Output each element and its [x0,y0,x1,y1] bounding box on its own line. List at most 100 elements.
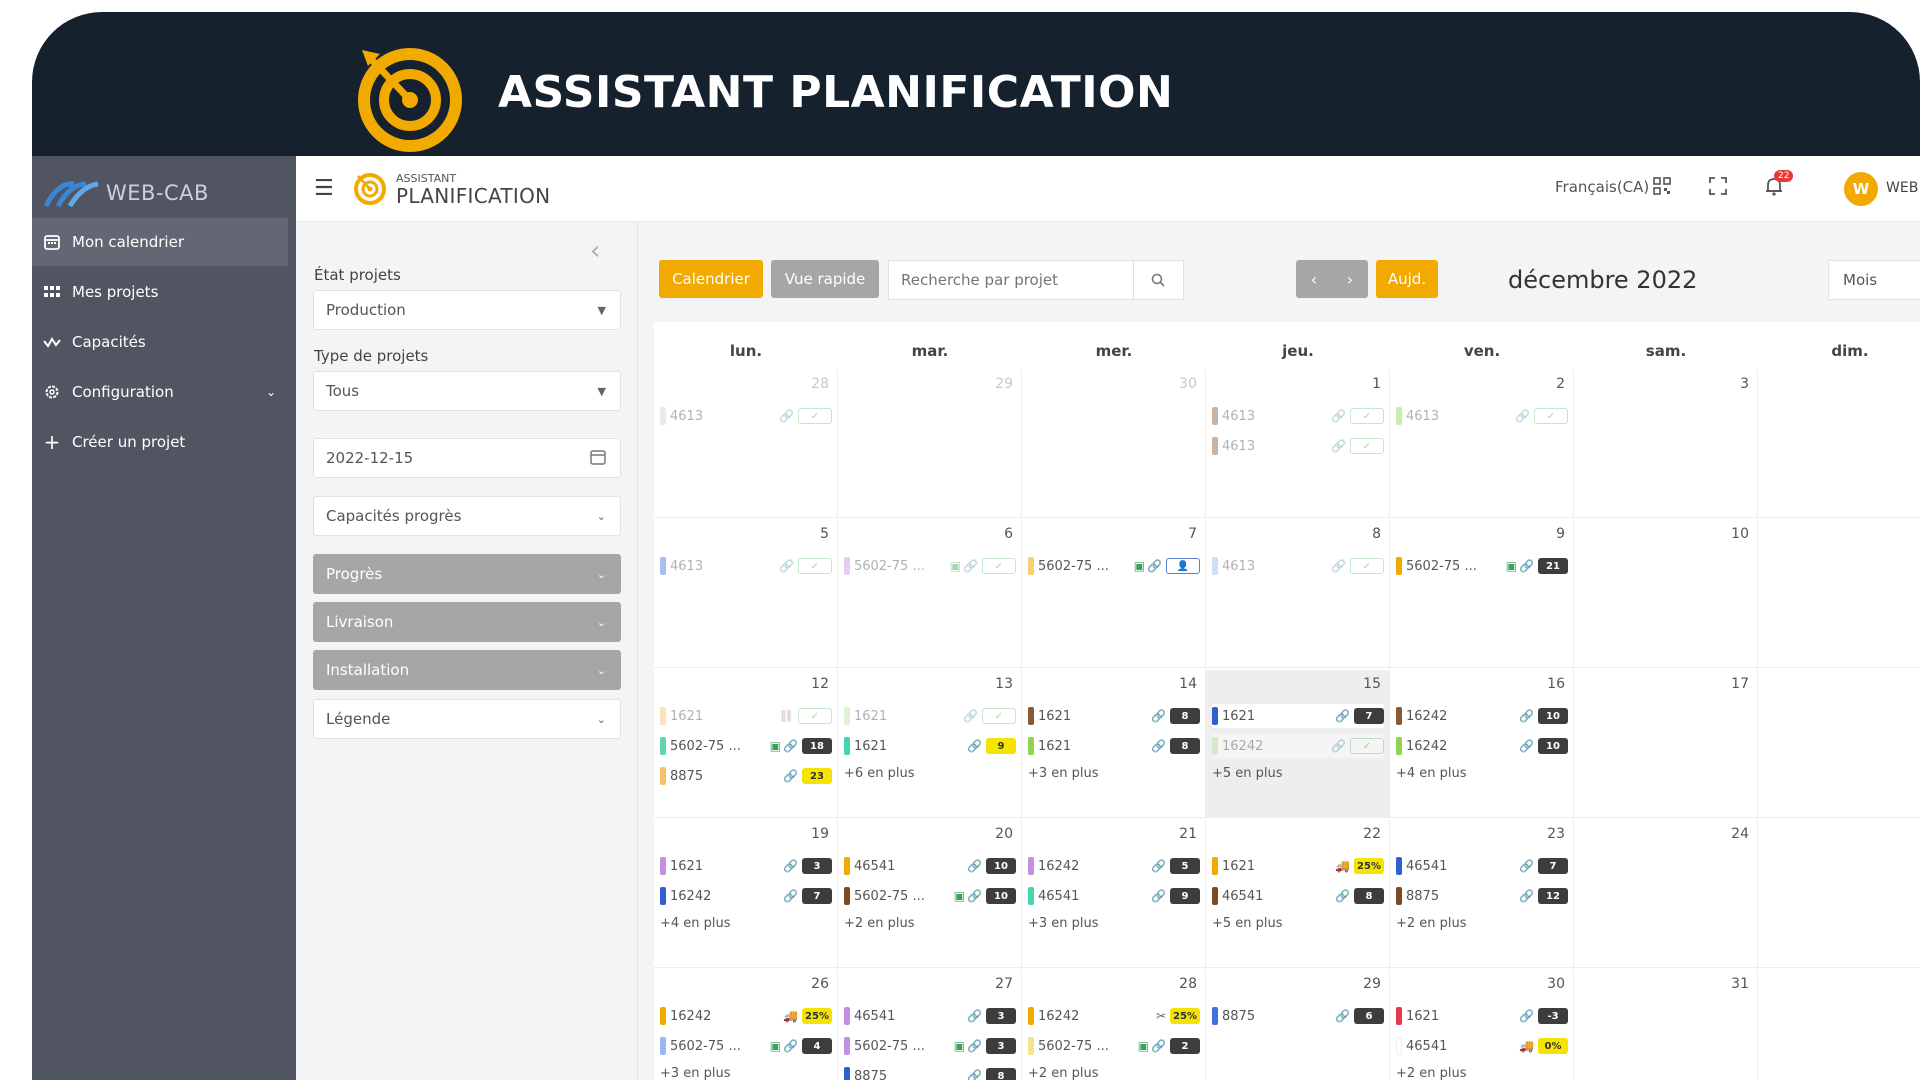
installation-accordion[interactable]: Installation ⌄ [313,650,621,690]
calendar-event[interactable]: 5602-75 ... ▣ 🔗 3 [844,1034,1016,1058]
calendar-event[interactable]: 4613 🔗 ✓ [660,404,832,428]
calendar-event[interactable]: 5602-75 ... ▣ 🔗 18 [660,734,832,758]
view-select[interactable]: Mois [1828,260,1920,300]
day-cell[interactable]: 19 1621 🔗 3 16242 🔗 7 +4 en plus [654,820,838,968]
calendar-event[interactable]: 5602-75 ... ▣ 🔗 2 [1028,1034,1200,1058]
calendar-event[interactable]: 46541 🔗 9 [1028,884,1200,908]
calendar-event[interactable]: 46541 🔗 10 [844,854,1016,878]
chevron-left-icon[interactable]: ‹ [1296,260,1332,298]
capacites-progres-select[interactable]: Capacités progrès ⌄ [313,496,621,536]
day-cell[interactable]: 6 5602-75 ... ▣ 🔗 ✓ [838,520,1022,668]
calendar-icon[interactable] [590,449,606,468]
calendar-event[interactable]: 4613 🔗 ✓ [660,554,832,578]
sidebar-item-calendar[interactable]: Mon calendrier [32,218,288,266]
sidebar-item-create-project[interactable]: + Créer un projet [32,418,288,466]
legende-select[interactable]: Légende ⌄ [313,699,621,739]
calendar-event[interactable]: 16242 🔗 10 [1396,704,1568,728]
day-cell[interactable]: 24 [1574,820,1758,968]
user-name[interactable]: WEB [1886,180,1919,196]
day-cell[interactable]: 22 1621 🚚 25% 46541 🔗 8 +5 en plus [1206,820,1390,968]
calendar-event[interactable]: 1621 🔗 8 [1028,734,1200,758]
calendar-event[interactable]: 4613 🔗 ✓ [1212,404,1384,428]
day-cell[interactable]: 9 5602-75 ... ▣ 🔗 21 [1390,520,1574,668]
more-events-link[interactable]: +3 en plus [1028,916,1099,931]
calendar-event[interactable]: 1621 🔗 ✓ [844,704,1016,728]
livraison-accordion[interactable]: Livraison ⌄ [313,602,621,642]
calendar-event[interactable]: 16242 🔗 10 [1396,734,1568,758]
day-cell[interactable]: 29 [838,370,1022,518]
calendar-event[interactable]: 8875 🔗 12 [1396,884,1568,908]
day-cell[interactable] [1758,970,1920,1080]
calendar-event[interactable]: 5602-75 ... ▣ 🔗 10 [844,884,1016,908]
day-cell[interactable]: 20 46541 🔗 10 5602-75 ... ▣ 🔗 10 +2 en plus [838,820,1022,968]
day-cell[interactable] [1758,670,1920,818]
day-cell[interactable]: 8 4613 🔗 ✓ [1206,520,1390,668]
calendar-view-button[interactable]: Calendrier [659,260,763,298]
calendar-event[interactable]: 1621 🔗 9 [844,734,1016,758]
day-cell[interactable]: 30 1621 🔗 -3 46541 🚚 0% +2 en plus [1390,970,1574,1080]
day-cell[interactable] [1758,520,1920,668]
chevron-left-icon[interactable]: ‹ [590,236,601,266]
calendar-event[interactable]: 5602-75 ... ▣ 🔗 👤 [1028,554,1200,578]
calendar-event[interactable]: 5602-75 ... ▣ 🔗 ✓ [844,554,1016,578]
more-events-link[interactable]: +2 en plus [1396,916,1467,931]
day-cell[interactable]: 17 [1574,670,1758,818]
day-cell[interactable]: 28 4613 🔗 ✓ [654,370,838,518]
sidebar-item-configuration[interactable]: Configuration ⌄ [32,368,288,416]
calendar-event[interactable]: 1621 🔗 3 [660,854,832,878]
more-events-link[interactable]: +6 en plus [844,766,915,781]
more-events-link[interactable]: +3 en plus [660,1066,731,1080]
more-events-link[interactable]: +5 en plus [1212,766,1283,781]
calendar-event[interactable]: 46541 🔗 8 [1212,884,1384,908]
calendar-event[interactable]: 16242 🔗 5 [1028,854,1200,878]
sidebar-item-projects[interactable]: Mes projets [32,268,288,316]
avatar[interactable]: W [1844,172,1878,206]
sidebar-item-capacities[interactable]: Capacités [32,318,288,366]
day-cell[interactable]: 13 1621 🔗 ✓ 1621 🔗 9 +6 en plus [838,670,1022,818]
calendar-event[interactable]: 46541 🚚 0% [1396,1034,1568,1058]
day-cell[interactable]: 29 8875 🔗 6 [1206,970,1390,1080]
calendar-event[interactable]: 16242 🔗 ✓ [1212,734,1384,758]
day-cell[interactable] [1758,820,1920,968]
calendar-event[interactable]: 1621 🔗 8 [1028,704,1200,728]
today-button[interactable]: Aujd. [1376,260,1438,298]
day-cell[interactable] [1758,370,1920,518]
calendar-event[interactable]: 8875 🔗 6 [1212,1004,1384,1028]
calendar-event[interactable]: 16242 🔗 7 [660,884,832,908]
day-cell[interactable]: 28 16242 ✂ 25% 5602-75 ... ▣ 🔗 2 +2 en plus [1022,970,1206,1080]
etat-projets-select[interactable]: Production ▼ [313,290,621,330]
day-cell[interactable]: 16 16242 🔗 10 16242 🔗 10 +4 en plus [1390,670,1574,818]
more-events-link[interactable]: +4 en plus [1396,766,1467,781]
more-events-link[interactable]: +4 en plus [660,916,731,931]
quick-view-button[interactable]: Vue rapide [771,260,879,298]
search-input[interactable] [889,262,1133,298]
day-cell[interactable]: 31 [1574,970,1758,1080]
calendar-event[interactable]: 4613 🔗 ✓ [1212,554,1384,578]
day-cell[interactable]: 21 16242 🔗 5 46541 🔗 9 +3 en plus [1022,820,1206,968]
day-cell[interactable]: 3 [1574,370,1758,518]
calendar-event[interactable]: 4613 🔗 ✓ [1212,434,1384,458]
progres-accordion[interactable]: Progrès ⌄ [313,554,621,594]
day-cell[interactable]: 23 46541 🔗 7 8875 🔗 12 +2 en plus [1390,820,1574,968]
more-events-link[interactable]: +5 en plus [1212,916,1283,931]
qr-code-icon[interactable] [1650,174,1674,198]
calendar-event[interactable]: 1621 🔗 7 [1212,704,1384,728]
day-cell[interactable]: 2 4613 🔗 ✓ [1390,370,1574,518]
calendar-event[interactable]: 16242 ✂ 25% [1028,1004,1200,1028]
calendar-event[interactable]: 5602-75 ... ▣ 🔗 4 [660,1034,832,1058]
calendar-event[interactable]: 46541 🔗 3 [844,1004,1016,1028]
day-cell[interactable]: 7 5602-75 ... ▣ 🔗 👤 [1022,520,1206,668]
day-cell[interactable]: 15 1621 🔗 7 16242 🔗 ✓ +5 en plus [1206,670,1390,818]
calendar-event[interactable]: 1621 🔗 -3 [1396,1004,1568,1028]
day-cell[interactable]: 30 [1022,370,1206,518]
type-projets-select[interactable]: Tous ▼ [313,371,621,411]
hamburger-menu-icon[interactable]: ☰ [314,176,334,201]
calendar-event[interactable]: 1621 ⛓ ✓ [660,704,832,728]
day-cell[interactable]: 26 16242 🚚 25% 5602-75 ... ▣ 🔗 4 +3 en plus [654,970,838,1080]
date-field[interactable]: 2022-12-15 [313,438,621,478]
calendar-event[interactable]: 1621 🚚 25% [1212,854,1384,878]
calendar-event[interactable]: 5602-75 ... ▣ 🔗 21 [1396,554,1568,578]
calendar-event[interactable]: 4613 🔗 ✓ [1396,404,1568,428]
day-cell[interactable]: 5 4613 🔗 ✓ [654,520,838,668]
chevron-right-icon[interactable]: › [1332,260,1368,298]
